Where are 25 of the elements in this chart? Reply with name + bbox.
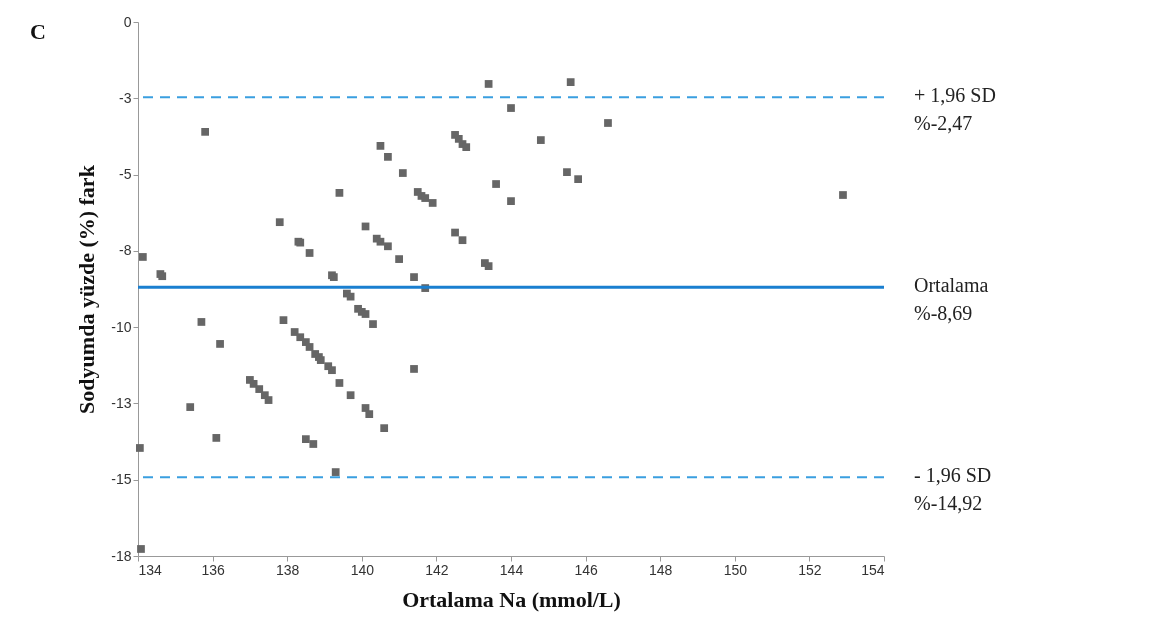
y-tick-label: 0 — [123, 13, 132, 30]
ref-line-label: Ortalama %-8,69 — [914, 274, 989, 325]
y-tick-label: -5 — [119, 166, 132, 183]
y-tick-label: -18 — [111, 547, 132, 564]
x-tick-label: 154 — [861, 561, 885, 578]
x-tick-label: 148 — [649, 561, 673, 578]
x-tick-label: 146 — [574, 561, 598, 578]
text: C — [30, 19, 46, 44]
y-tick-label: -8 — [119, 242, 132, 259]
x-tick-label: 150 — [723, 561, 748, 578]
y-tick-label: -3 — [119, 89, 132, 106]
x-tick-label: 140 — [350, 561, 375, 578]
x-tick-label: 134 — [138, 561, 163, 578]
x-tick-label: 152 — [798, 561, 822, 578]
x-tick-label: 142 — [425, 561, 449, 578]
x-axis-title: Ortalama Na (mmol/L) — [402, 586, 621, 612]
y-tick-label: -10 — [111, 318, 132, 335]
x-tick-label: 138 — [276, 561, 300, 578]
y-tick-label: -15 — [111, 471, 132, 488]
y-axis-title: Sodyumda yüzde (%) fark — [74, 164, 100, 414]
x-tick-label: 144 — [499, 561, 524, 578]
x-tick-label: 136 — [201, 561, 225, 578]
ref-line-label: - 1,96 SD %-14,92 — [914, 464, 992, 515]
ref-line-label: + 1,96 SD %-2,47 — [914, 84, 996, 135]
y-tick-label: -13 — [111, 394, 132, 411]
